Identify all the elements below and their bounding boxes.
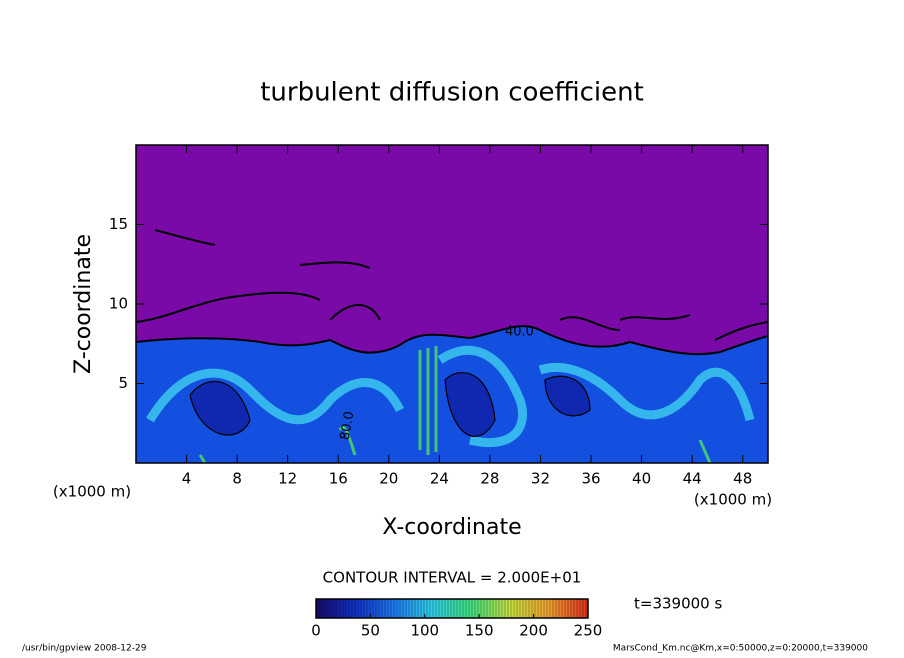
contour-field [136, 145, 768, 463]
chart-title: turbulent diffusion coefficient [260, 78, 644, 108]
x-tick-label: 36 [581, 470, 600, 488]
field-low-cells [189, 372, 591, 437]
y-tick-label: 10 [109, 295, 128, 313]
x-tick-label: 12 [278, 470, 297, 488]
x-tick-label: 28 [480, 470, 499, 488]
field-high-spots [198, 346, 712, 463]
x-tick-label: 44 [683, 470, 702, 488]
colorbar-tick-label: 0 [311, 622, 321, 640]
field-highlights [146, 345, 755, 448]
colorbar-tick-label: 200 [519, 622, 548, 640]
colorbar-tick-label: 150 [465, 622, 494, 640]
x-tick-label: 24 [430, 470, 449, 488]
contour-label: 40.0 [505, 325, 534, 340]
x-axis-label: X-coordinate [382, 515, 521, 540]
x-tick-label: 32 [531, 470, 550, 488]
x-tick-label: 20 [379, 470, 398, 488]
y-unit-label: (x1000 m) [53, 483, 131, 501]
contour-interval: CONTOUR INTERVAL = 2.000E+01 [323, 569, 582, 587]
colorbar: 0 50 100 150 200 250 [311, 598, 603, 640]
footer-left: /usr/bin/gpview 2008-12-29 [22, 644, 147, 654]
x-tick-label: 40 [632, 470, 651, 488]
x-tick-label: 8 [232, 470, 242, 488]
y-axis-label: Z-coordinate [71, 234, 96, 374]
x-unit-label: (x1000 m) [694, 491, 772, 509]
colorbar-tick-label: 50 [361, 622, 380, 640]
field-contours [136, 229, 768, 356]
y-tick-label: 15 [109, 215, 128, 233]
contour-label: 80.0 [338, 410, 358, 441]
colorbar-tick-label: 100 [410, 622, 439, 640]
x-tick-label: 16 [329, 470, 348, 488]
x-tick-label: 4 [182, 470, 192, 488]
y-tick-label: 5 [118, 374, 128, 392]
colorbar-tick-label: 250 [574, 622, 603, 640]
footer-right: MarsCond_Km.nc@Km,x=0:50000,z=0:20000,t=… [613, 644, 868, 654]
x-tick-label: 48 [733, 470, 752, 488]
time-label: t=339000 s [634, 595, 722, 613]
